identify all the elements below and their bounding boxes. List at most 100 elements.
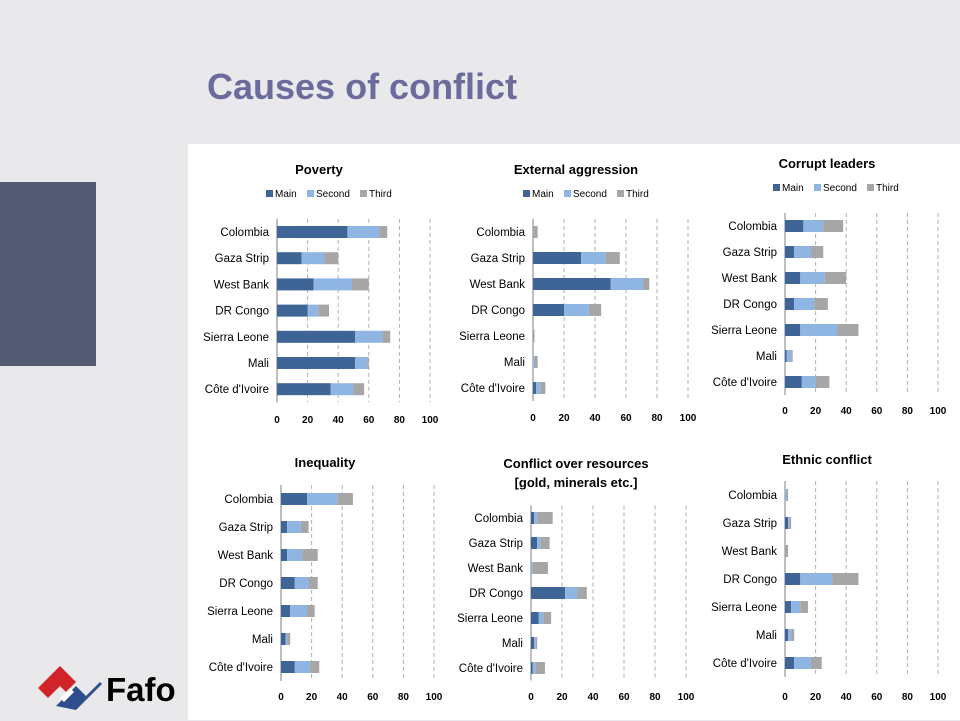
chart6-category-label-gaza-strip: Gaza Strip [723,518,777,530]
chart4-tick-label-80: 80 [398,692,410,703]
chart2-bar-dr-congo-third [588,304,602,316]
chart1-category-label-dr-congo: DR Congo [215,306,269,318]
chart5-bar-gaza-strip-second [537,537,541,549]
chart1-category-label-west-bank: West Bank [214,279,270,291]
chart3-bar-dr-congo-main [785,298,795,310]
chart6-tick-label-40: 40 [841,692,853,703]
chart3-category-label-colombia: Colombia [728,221,777,233]
chart6-tick-label-20: 20 [810,692,822,703]
chart3-bar-gaza-strip-second [794,246,812,258]
chart4-tick-label-100: 100 [426,692,443,703]
chart1-legend-label-third: Third [369,189,392,200]
chart4-bar-gaza-strip-second [287,521,301,533]
chart4-category-label-gaza-strip: Gaza Strip [219,522,273,534]
chart2-bar-sierra-leone-third [533,330,535,342]
chart3-bar-dr-congo-third [814,298,828,310]
chart1-bar-c-te-d-ivoire-second [330,383,354,396]
chart5-bar-west-bank-second [531,562,533,574]
chart2-tick-label-40: 40 [589,413,601,424]
decorative-sidebar-block [0,182,96,366]
chart1-bar-west-bank-main [277,278,314,291]
chart1-tick-label-100: 100 [422,415,439,426]
chart2-bar-dr-congo-main [533,304,564,316]
chart3-tick-label-0: 0 [782,406,788,417]
chart4-category-label-sierra-leone: Sierra Leone [207,606,273,618]
chart3-category-label-west-bank: West Bank [722,273,778,285]
chart6-bar-sierra-leone-main [785,601,792,613]
chart5-tick-label-100: 100 [678,692,695,703]
chart2-legend-label-second: Second [573,189,607,200]
chart4-bar-gaza-strip-main [281,521,288,533]
chart3-category-label-c-te-d-ivoire: Côte d'Ivoire [713,377,777,389]
chart4-bar-mali-second [285,633,288,645]
chart2-bar-gaza-strip-third [605,252,620,264]
chart2-category-label-sierra-leone: Sierra Leone [459,331,525,343]
chart5-category-label-gaza-strip: Gaza Strip [469,538,523,550]
chart4-bar-west-bank-main [281,549,288,561]
chart6-bar-sierra-leone-second [791,601,801,613]
chart6-bar-dr-congo-third [832,573,859,585]
chart5-bar-colombia-third [537,512,553,524]
chart1-category-label-gaza-strip: Gaza Strip [215,253,269,265]
chart4-bar-west-bank-second [287,549,303,561]
chart5-category-label-west-bank: West Bank [468,563,524,575]
chart4-bar-west-bank-third [302,549,318,561]
chart6-bar-mali-third [791,629,795,641]
chart3-bar-colombia-second [803,220,824,232]
chart1-bar-west-bank-second [313,278,352,291]
chart1-legend-label-main: Main [275,189,297,200]
chart3-bar-mali-second [786,350,792,362]
chart3-tick-label-40: 40 [841,406,853,417]
chart2-bar-west-bank-second [610,278,644,290]
chart1-bar-mali-third [367,357,369,369]
chart4-bar-c-te-d-ivoire-third [310,661,320,673]
chart3-bar-c-te-d-ivoire-third [815,376,830,388]
chart2-tick-label-0: 0 [530,413,536,424]
chart1-bar-west-bank-third [351,278,369,291]
chart4-category-label-colombia: Colombia [224,494,273,506]
chart4-bar-gaza-strip-third [300,521,309,533]
slide-title: Causes of conflict [207,66,518,107]
chart3-bar-sierra-leone-second [800,324,838,336]
chart5-bar-dr-congo-main [531,587,566,599]
chart4-tick-label-20: 20 [306,692,318,703]
chart6-category-label-sierra-leone: Sierra Leone [711,602,777,614]
chart5-bar-dr-congo-third [577,587,587,599]
chart3-tick-label-20: 20 [810,406,822,417]
chart6-category-label-c-te-d-ivoire: Côte d'Ivoire [713,658,777,670]
chart4-bar-c-te-d-ivoire-main [281,661,295,673]
chart6-title: Ethnic conflict [782,452,872,467]
chart1-title: Poverty [295,162,343,177]
chart1-bar-mali-second [355,357,368,369]
chart5-bar-gaza-strip-main [531,537,538,549]
chart5-bar-c-te-d-ivoire-third [535,662,545,674]
chart6-bar-gaza-strip-main [785,517,789,529]
chart6-bar-colombia-third [786,489,789,501]
chart1-category-label-mali: Mali [248,358,269,370]
chart5-tick-label-0: 0 [528,692,534,703]
chart6-bar-c-te-d-ivoire-third [811,657,822,669]
fafo-logo-icon [38,666,102,710]
chart3-category-label-gaza-strip: Gaza Strip [723,247,777,259]
chart3-bar-gaza-strip-main [785,246,795,258]
chart3-legend-swatch-third [867,184,874,191]
chart4-bar-dr-congo-main [281,577,295,589]
chart6-category-label-west-bank: West Bank [722,546,778,558]
chart6-tick-label-60: 60 [871,692,883,703]
chart2-bar-gaza-strip-second [581,252,606,264]
chart1-bar-dr-congo-second [307,304,319,317]
chart6-category-label-dr-congo: DR Congo [723,574,777,586]
chart3-legend-swatch-second [814,184,821,191]
chart5-tick-label-20: 20 [556,692,568,703]
chart5-bar-c-te-d-ivoire-second [532,662,536,674]
chart5-bar-sierra-leone-second [538,612,544,624]
chart3-bar-c-te-d-ivoire-main [785,376,802,388]
chart1-bar-c-te-d-ivoire-third [353,383,365,396]
chart3-bar-c-te-d-ivoire-second [801,376,816,388]
chart1-bar-gaza-strip-third [324,252,339,265]
chart3-legend-label-main: Main [782,183,804,194]
chart1-category-label-c-te-d-ivoire: Côte d'Ivoire [205,384,269,396]
chart4-bar-c-te-d-ivoire-second [294,661,311,673]
chart6-bar-mali-main [785,629,789,641]
chart4-bar-colombia-third [337,493,353,505]
